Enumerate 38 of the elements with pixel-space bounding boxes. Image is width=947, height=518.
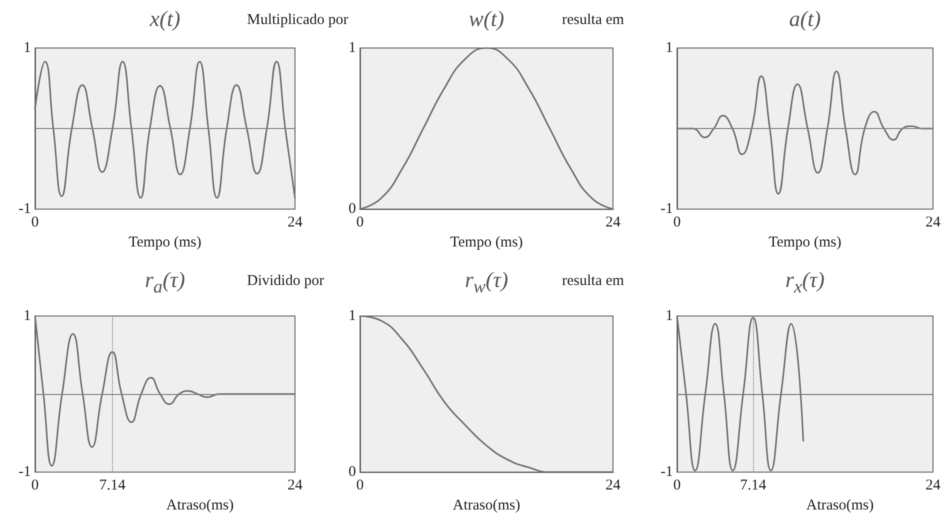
chart-title: r$_{w}$(τ) xyxy=(464,267,508,298)
x-tick-label: 7.14 xyxy=(99,478,126,494)
y-tick-label: 1 xyxy=(666,308,673,324)
y-tick-label: -1 xyxy=(18,464,31,480)
chart-title: r$_{a}$(τ) xyxy=(144,267,186,298)
x-axis-title: Atraso(ms) xyxy=(806,498,874,514)
y-tick-label: 1 xyxy=(666,40,673,56)
x-tick-label: 24 xyxy=(926,478,941,494)
y-tick-label: -1 xyxy=(660,464,673,480)
x-tick-label: 24 xyxy=(288,478,303,494)
y-tick-label: 1 xyxy=(24,40,31,56)
y-tick-label: 0 xyxy=(348,201,356,218)
x-axis-title: Tempo (ms) xyxy=(450,234,523,250)
y-tick-label: -1 xyxy=(660,201,673,218)
chart-title: w(t) xyxy=(468,6,504,32)
y-tick-label: 1 xyxy=(24,308,31,324)
text: resulta em xyxy=(562,273,624,290)
line-series xyxy=(359,315,614,473)
x-axis-title: Tempo (ms) xyxy=(768,234,842,250)
x-tick-label: 24 xyxy=(606,478,621,494)
text: Dividido por xyxy=(247,273,324,290)
y-tick-label: 1 xyxy=(348,308,356,324)
y-tick-label: 1 xyxy=(348,40,356,56)
chart-title: r$_{x}$(τ) xyxy=(785,267,825,298)
x-tick-label: 24 xyxy=(606,214,621,231)
x-axis-title: Atraso(ms) xyxy=(166,498,234,514)
text: resulta em xyxy=(562,12,624,29)
x-tick-label: 24 xyxy=(926,214,941,231)
x-tick-label: 7.14 xyxy=(740,478,767,494)
x-tick-label: 24 xyxy=(288,214,303,231)
y-tick-label: 0 xyxy=(348,464,356,480)
x-axis-title: Atraso(ms) xyxy=(452,498,520,514)
line-series xyxy=(359,47,614,210)
y-tick-label: -1 xyxy=(18,201,31,218)
text: Multiplicado por xyxy=(247,12,348,29)
chart-title: x(t) xyxy=(150,6,180,32)
x-axis-title: Tempo (ms) xyxy=(128,234,202,250)
chart-title: a(t) xyxy=(789,6,821,32)
